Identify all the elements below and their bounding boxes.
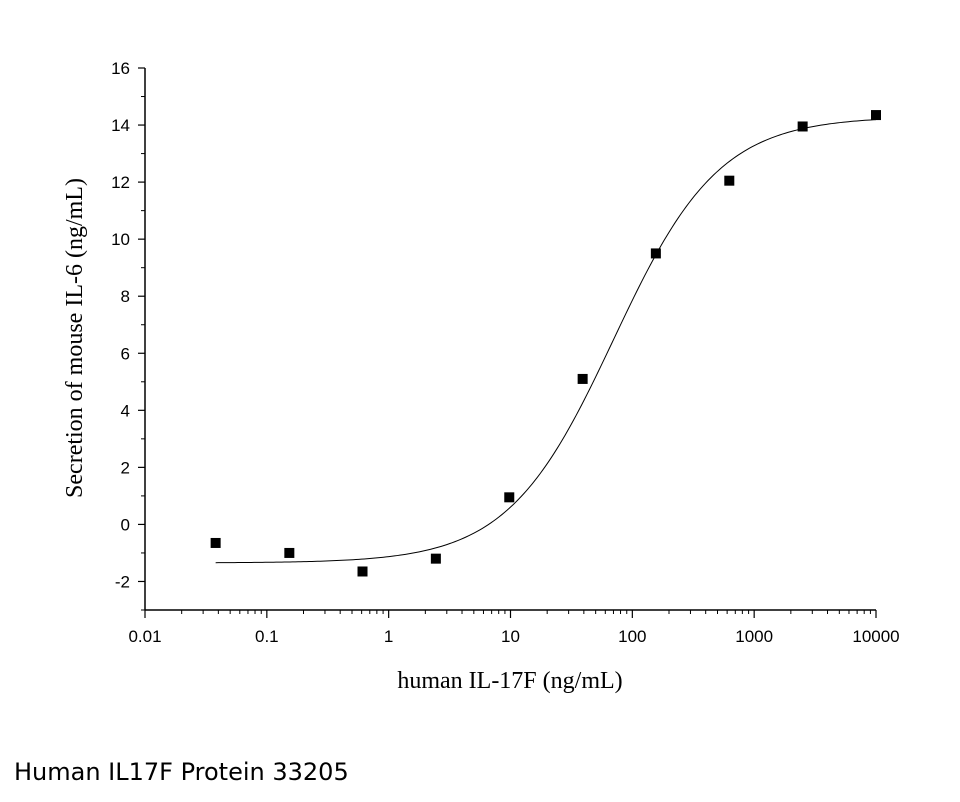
fit-curve — [215, 119, 877, 564]
y-tick-labels: -2 0 2 4 6 8 10 12 14 16 — [111, 59, 130, 591]
y-tick-label: 8 — [121, 287, 130, 306]
y-tick-label: 16 — [111, 59, 130, 78]
y-tick-label: 6 — [121, 344, 130, 363]
data-points — [210, 110, 881, 577]
y-tick-label: 10 — [111, 230, 130, 249]
data-point — [797, 121, 808, 132]
chart: 0.01 0.1 1 10 100 1000 10000 -2 0 2 4 6 8 10 12 14 16 h… — [62, 59, 900, 694]
x-tick-label: 1 — [384, 627, 393, 646]
y-tick-label: 0 — [121, 515, 130, 534]
x-tick-label: 10000 — [852, 627, 899, 646]
y-tick-label: 2 — [121, 458, 130, 477]
data-point — [504, 492, 515, 503]
data-point — [430, 553, 441, 564]
x-tick-label: 10 — [501, 627, 520, 646]
x-tick-label: 1000 — [735, 627, 773, 646]
data-point — [650, 248, 661, 259]
data-point — [357, 566, 368, 577]
x-tick-labels: 0.01 0.1 1 10 100 1000 10000 — [128, 627, 899, 646]
data-point — [577, 373, 588, 384]
y-tick-label: 4 — [121, 401, 130, 420]
x-tick-label: 100 — [618, 627, 646, 646]
axes — [144, 68, 876, 611]
y-tick-label: -2 — [115, 572, 130, 591]
data-point — [871, 110, 881, 121]
x-tick-label: 0.1 — [255, 627, 279, 646]
y-tick-label: 12 — [111, 173, 130, 192]
figure-caption: Human IL17F Protein 33205 — [14, 758, 349, 786]
y-axis-title: Secretion of mouse IL-6 (ng/mL) — [62, 178, 88, 498]
y-tick-label: 14 — [111, 116, 130, 135]
x-tick-label: 0.01 — [128, 627, 161, 646]
data-point — [284, 547, 295, 558]
x-axis-title: human IL-17F (ng/mL) — [397, 668, 622, 694]
data-point — [210, 537, 221, 548]
tick-marks — [138, 67, 877, 618]
data-point — [724, 175, 735, 186]
